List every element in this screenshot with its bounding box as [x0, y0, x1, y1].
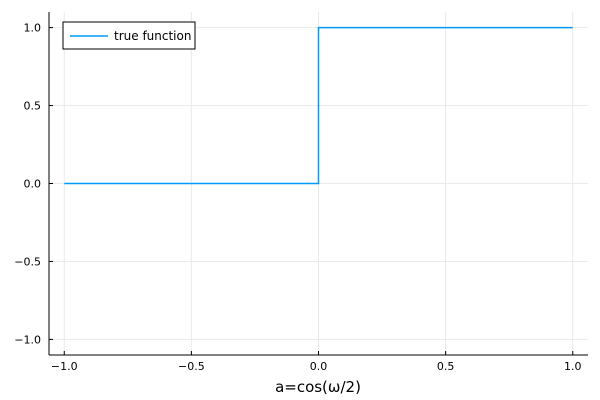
y-tick-label: 0.5 — [24, 100, 42, 113]
y-tick-label: −0.5 — [14, 255, 41, 268]
x-tick-label: 0.0 — [310, 360, 328, 373]
series-layer — [64, 26, 573, 185]
x-tick-label: −0.5 — [178, 360, 205, 373]
x-axis-label: a=cos(ω/2) — [275, 378, 361, 396]
legend: true function — [62, 21, 196, 50]
tick-marks: −1.0 −0.5 0.0 0.5 1.0 −1.0 −0.5 0.0 0.5 1.0 — [14, 22, 581, 373]
x-tick-label: 0.5 — [437, 360, 455, 373]
y-tick-label: 0.0 — [24, 178, 42, 191]
y-tick-label: 1.0 — [24, 22, 42, 35]
legend-label: true function — [114, 29, 191, 43]
series-line-true-function — [64, 26, 573, 185]
x-tick-label: −1.0 — [51, 360, 78, 373]
x-tick-label: 1.0 — [564, 360, 582, 373]
y-tick-label: −1.0 — [14, 333, 41, 346]
